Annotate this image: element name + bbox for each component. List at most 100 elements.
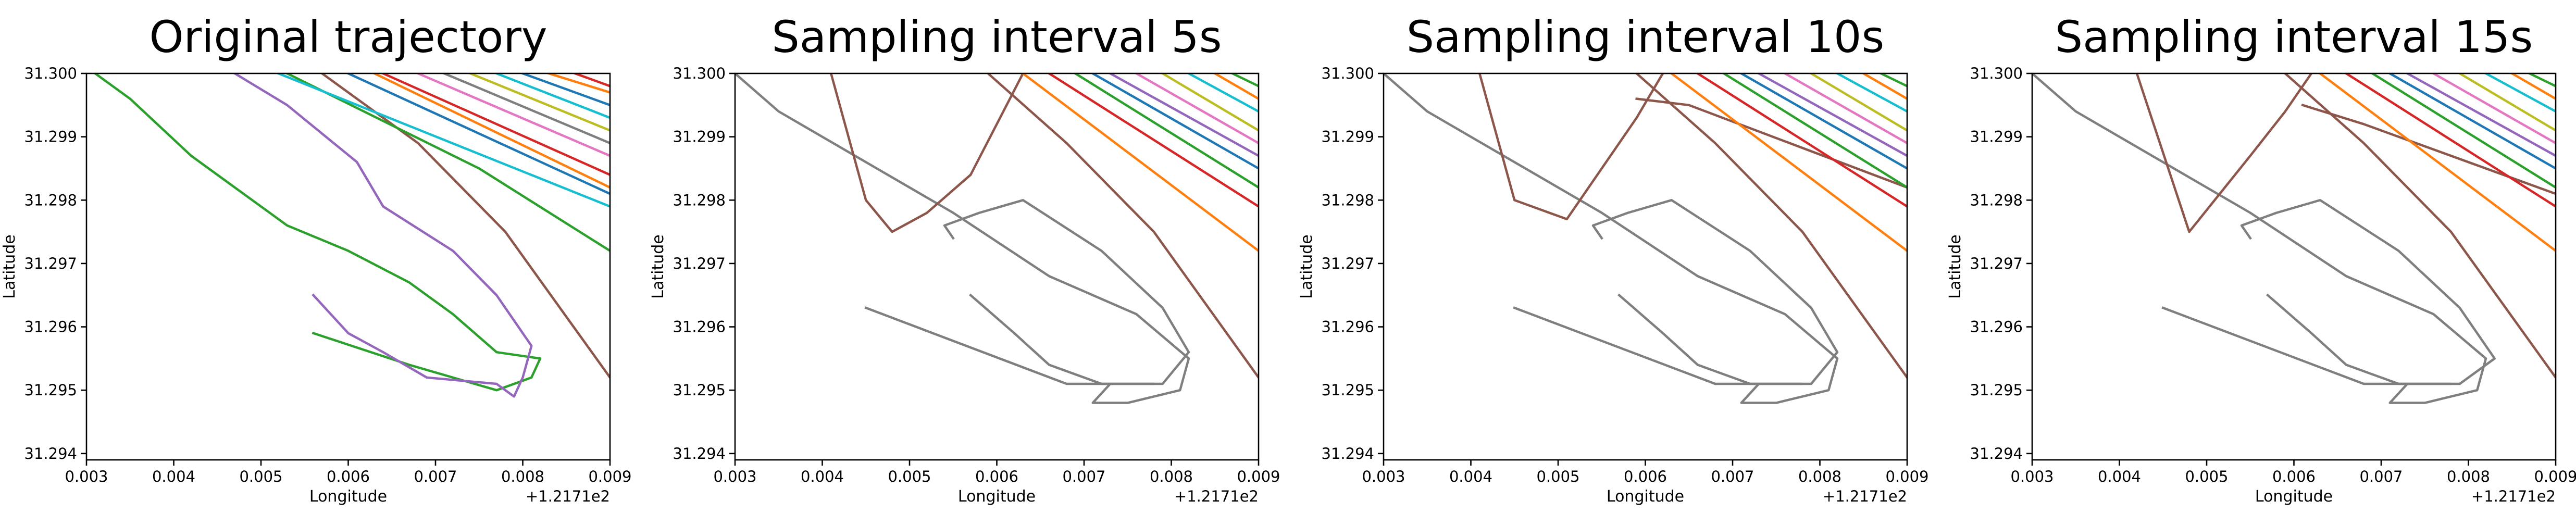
- x-tick-label: 0.007: [1711, 468, 1754, 485]
- y-tick-label: 31.299: [1322, 128, 1374, 146]
- y-tick-label: 31.295: [1970, 381, 2023, 399]
- trajectory-line: [735, 73, 1190, 404]
- chart-title: Sampling interval 15s: [2055, 11, 2533, 62]
- x-tick-label: 0.003: [65, 468, 108, 485]
- subplot: Sampling interval 15s 0.003 0.004 0.005 0.00…: [1946, 11, 2576, 506]
- y-tick-label: 31.296: [24, 318, 77, 336]
- y-tick-label: 31.297: [673, 255, 726, 272]
- y-tick-label: 31.294: [1970, 445, 2023, 462]
- trajectory-line: [1074, 73, 1259, 189]
- x-tick-label: 0.006: [975, 468, 1018, 485]
- y-axis-label: Latitude: [1946, 234, 1964, 298]
- x-tick-label: 0.008: [1798, 468, 1841, 485]
- trajectory-line: [1809, 73, 1907, 132]
- x-tick-label: 0.003: [713, 468, 756, 485]
- x-tick-label: 0.009: [588, 468, 631, 485]
- lines: [1384, 73, 1907, 404]
- x-offset-label: +1.2171e2: [1823, 487, 1907, 505]
- trajectory-line: [1739, 73, 1907, 170]
- x-tick-label: 0.007: [2359, 468, 2403, 485]
- x-axis-label: Longitude: [1607, 487, 1684, 506]
- trajectory-line: [1478, 73, 1664, 221]
- trajectory-line: [442, 73, 610, 145]
- chart-title: Original trajectory: [149, 11, 547, 62]
- x-offset-label: +1.2171e2: [2471, 487, 2556, 505]
- trajectory-line: [2484, 73, 2556, 113]
- trajectory-line: [2432, 73, 2556, 145]
- trajectory-line: [1696, 73, 1907, 208]
- trajectory-line: [521, 73, 610, 107]
- trajectory-line: [1230, 73, 1259, 87]
- y-tick-label: 31.297: [24, 255, 77, 272]
- subplot: Sampling interval 5s 0.003 0.004 0.005 0.006…: [649, 11, 1280, 506]
- trajectory-line: [1135, 73, 1259, 145]
- x-tick-label: 0.005: [2185, 468, 2228, 485]
- y-tick-label: 31.295: [673, 381, 726, 399]
- x-tick-label: 0.005: [239, 468, 282, 485]
- trajectory-line: [829, 73, 1025, 233]
- x-offset-label: +1.2171e2: [1174, 487, 1259, 505]
- x-offset-label: +1.2171e2: [526, 487, 610, 505]
- trajectory-line: [2510, 73, 2556, 101]
- trajectory-line: [1757, 73, 1907, 157]
- x-tick-label: 0.009: [1885, 468, 1928, 485]
- trajectory-line: [1091, 73, 1259, 170]
- y-tick-label: 31.298: [24, 191, 77, 209]
- y-tick-label: 31.300: [1970, 65, 2023, 82]
- trajectory-line: [495, 73, 610, 119]
- x-tick-label: 0.007: [1062, 468, 1105, 485]
- x-tick-label: 0.009: [1237, 468, 1280, 485]
- trajectory-line: [233, 73, 533, 398]
- trajectory-line: [285, 73, 610, 253]
- trajectory-line: [1513, 199, 1839, 385]
- trajectory-line: [547, 73, 610, 94]
- x-tick-label: 0.008: [2447, 468, 2490, 485]
- y-axis-label: Latitude: [649, 234, 667, 298]
- y-tick-label: 31.300: [673, 65, 726, 82]
- y-tick-label: 31.299: [1970, 128, 2023, 146]
- trajectory-line: [1835, 73, 1907, 113]
- x-axis-label: Longitude: [958, 487, 1036, 506]
- chart-title: Sampling interval 10s: [1407, 11, 1884, 62]
- y-tick-label: 31.294: [24, 445, 77, 462]
- x-axis-label: Longitude: [309, 487, 387, 506]
- trajectory-line: [2161, 199, 2496, 385]
- lines: [2032, 73, 2556, 404]
- trajectory-line: [277, 73, 610, 208]
- trajectory-line: [1384, 73, 1839, 404]
- y-tick-label: 31.295: [1322, 381, 1374, 399]
- x-tick-label: 0.003: [1362, 468, 1405, 485]
- subplot: Original trajectory 0.003 0.004 0.005 0.006 0…: [1, 11, 632, 506]
- trajectory-line: [1783, 73, 1907, 145]
- trajectory-line: [1047, 73, 1259, 208]
- y-tick-label: 31.297: [1322, 255, 1374, 272]
- x-tick-label: 0.003: [2010, 468, 2054, 485]
- y-tick-label: 31.294: [673, 445, 726, 462]
- x-tick-label: 0.006: [2272, 468, 2316, 485]
- trajectory-line: [372, 73, 610, 189]
- trajectory-line: [1213, 73, 1259, 101]
- x-tick-label: 0.004: [2098, 468, 2141, 485]
- y-tick-label: 31.297: [1970, 255, 2023, 272]
- trajectory-line: [1161, 73, 1259, 132]
- chart-title: Sampling interval 5s: [771, 11, 1222, 62]
- trajectory-line: [2318, 73, 2556, 253]
- y-tick-label: 31.295: [24, 381, 77, 399]
- trajectory-line: [2135, 73, 2313, 233]
- trajectory-line: [1670, 73, 1907, 253]
- x-tick-label: 0.008: [1150, 468, 1193, 485]
- x-tick-label: 0.005: [888, 468, 931, 485]
- trajectory-line: [2406, 73, 2556, 157]
- y-tick-label: 31.298: [1322, 191, 1374, 209]
- x-tick-label: 0.006: [1624, 468, 1667, 485]
- x-tick-label: 0.005: [1536, 468, 1579, 485]
- x-tick-label: 0.008: [501, 468, 544, 485]
- y-tick-label: 31.300: [1322, 65, 1374, 82]
- y-tick-label: 31.296: [1322, 318, 1374, 336]
- trajectory-line: [864, 199, 1190, 385]
- y-tick-label: 31.298: [673, 191, 726, 209]
- y-tick-label: 31.296: [1970, 318, 2023, 336]
- y-axis-label: Latitude: [1, 234, 19, 298]
- trajectory-line: [2344, 73, 2556, 208]
- trajectory-line: [1187, 73, 1259, 113]
